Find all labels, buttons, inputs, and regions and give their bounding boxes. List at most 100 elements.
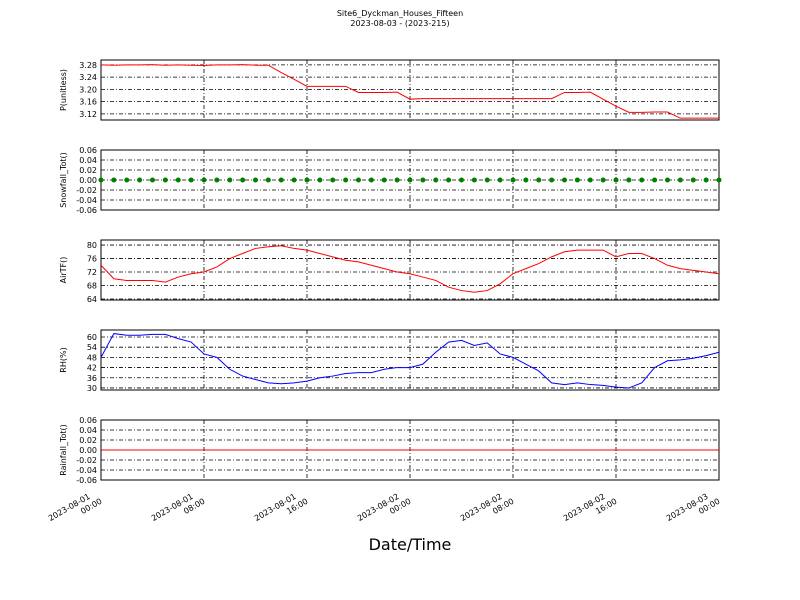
y-tick-label: -0.06 (76, 476, 97, 485)
data-point (356, 177, 361, 183)
plot-frame (100, 329, 720, 391)
x-tick-label: 2023-08-0300:00 (665, 488, 722, 532)
data-point (690, 177, 696, 183)
data-point (510, 177, 516, 183)
y-tick-label: 3.24 (79, 73, 97, 82)
data-point (446, 177, 452, 183)
y-tick-label: 3.28 (79, 61, 97, 70)
data-point (626, 177, 632, 183)
data-point (703, 177, 709, 183)
chart-subtitle: 2023-08-03 - (2023-215) (350, 19, 449, 28)
data-line (100, 333, 720, 389)
y-tick-label: -0.02 (76, 186, 97, 195)
data-point (253, 177, 258, 183)
x-axis-title: Date/Time (369, 535, 452, 554)
data-point (188, 177, 194, 183)
data-point (562, 177, 567, 183)
y-tick-label: 0.06 (79, 146, 97, 155)
data-point (549, 177, 555, 183)
x-tick-label: 2023-08-0200:00 (356, 488, 413, 532)
data-point (536, 177, 542, 183)
data-point (497, 177, 503, 183)
data-point (523, 177, 529, 183)
y-tick-label: 0.02 (79, 436, 97, 445)
data-point (137, 177, 143, 183)
plot-frame (100, 59, 720, 121)
data-point (600, 177, 606, 183)
y-axis-title: RH(%) (59, 347, 68, 372)
data-point (150, 177, 155, 183)
data-point (265, 177, 271, 183)
data-point (613, 177, 619, 183)
plot-frame (100, 239, 720, 301)
chart-title: Site6_Dyckman_Houses_Fifteen (337, 9, 463, 18)
y-tick-label: 48 (87, 353, 97, 362)
data-point (214, 177, 220, 183)
data-line (100, 64, 719, 119)
data-point (471, 177, 477, 183)
data-point (304, 177, 310, 183)
y-tick-label: 68 (87, 282, 97, 291)
y-tick-label: 42 (87, 364, 97, 373)
data-point (317, 177, 323, 183)
data-point (111, 177, 117, 183)
y-tick-label: 3.12 (79, 110, 97, 119)
data-point (162, 177, 168, 183)
y-tick-label: 54 (87, 343, 97, 352)
y-tick-label: 30 (87, 384, 97, 393)
data-point (639, 177, 645, 183)
x-tick-label: 2023-08-0116:00 (253, 488, 310, 532)
y-tick-label: 76 (87, 255, 97, 264)
y-tick-label: -0.04 (76, 196, 97, 205)
data-point (330, 177, 336, 183)
data-point (459, 177, 464, 183)
data-point (368, 177, 374, 183)
y-tick-label: -0.06 (76, 206, 97, 215)
data-point (98, 177, 104, 183)
data-point (677, 177, 683, 183)
data-point (587, 177, 593, 183)
data-point (394, 177, 400, 183)
data-point (175, 177, 181, 183)
y-tick-label: 0.02 (79, 166, 97, 175)
y-tick-label: 3.16 (79, 98, 97, 107)
y-axis-title: AirTF() (59, 257, 68, 284)
y-tick-label: -0.04 (76, 466, 97, 475)
y-tick-label: 0.00 (79, 176, 97, 185)
x-tick-label: 2023-08-0100:00 (47, 488, 104, 532)
x-tick-label: 2023-08-0208:00 (459, 488, 516, 532)
data-line (100, 245, 720, 293)
y-tick-label: 60 (87, 333, 97, 342)
data-point (343, 177, 349, 183)
data-point (716, 177, 722, 183)
y-tick-label: 72 (87, 268, 97, 277)
y-tick-label: 0.00 (79, 446, 97, 455)
y-axis-title: Snowfall_Tot() (59, 152, 68, 208)
y-axis-title: P(unitless) (59, 69, 68, 111)
y-axis-title: Rainfall_Tot() (59, 424, 68, 476)
data-point (240, 177, 246, 183)
data-point (227, 177, 233, 183)
y-tick-label: 80 (87, 241, 97, 250)
x-tick-label: 2023-08-0108:00 (150, 488, 207, 532)
y-tick-label: -0.02 (76, 456, 97, 465)
data-point (278, 177, 284, 183)
y-tick-label: 0.04 (79, 426, 97, 435)
data-point (381, 177, 387, 183)
x-tick-label: 2023-08-0216:00 (562, 488, 619, 532)
data-point (420, 177, 426, 183)
y-tick-label: 3.20 (79, 85, 97, 94)
data-point (652, 177, 658, 183)
data-point (407, 177, 413, 183)
data-point (574, 177, 580, 183)
y-tick-label: 64 (87, 295, 97, 304)
data-point (433, 177, 439, 183)
data-point (484, 177, 490, 183)
y-tick-label: 0.06 (79, 416, 97, 425)
y-tick-label: 36 (87, 374, 97, 383)
data-point (291, 177, 297, 183)
y-tick-label: 0.04 (79, 156, 97, 165)
data-point (665, 177, 670, 183)
